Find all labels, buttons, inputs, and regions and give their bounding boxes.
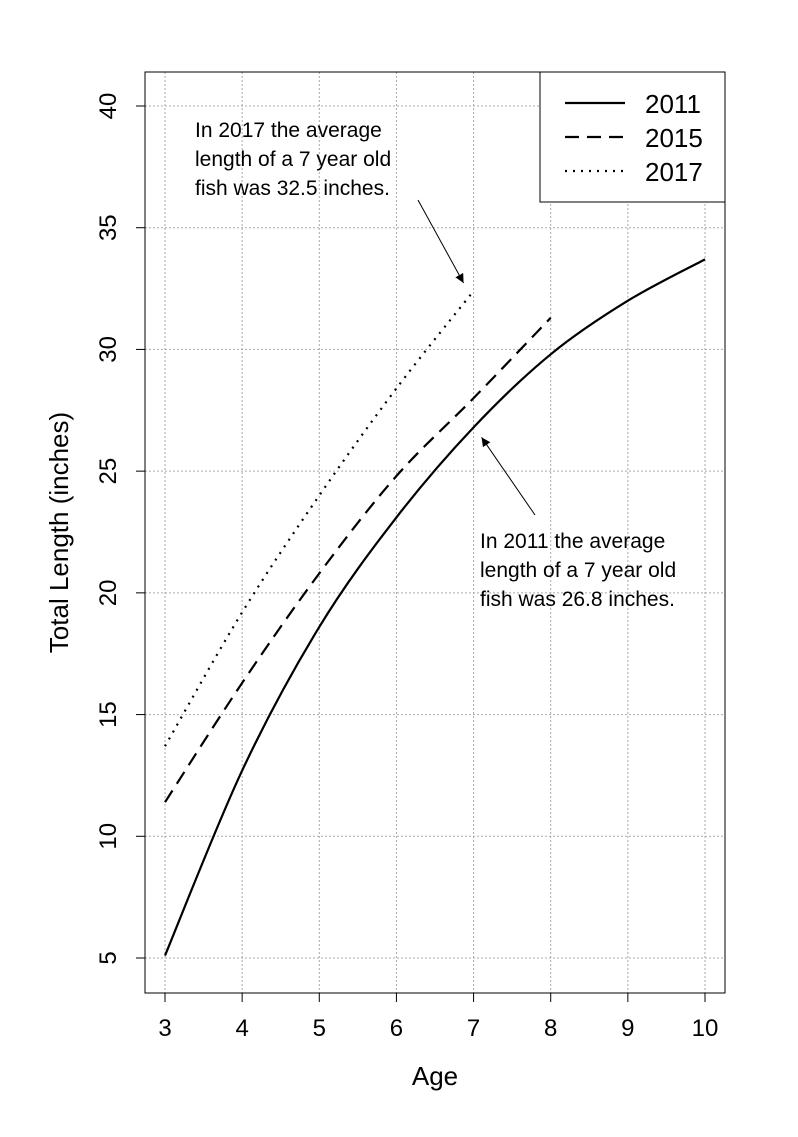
annotation-text: fish was 32.5 inches. bbox=[195, 177, 390, 200]
series-line-2015 bbox=[164, 317, 552, 803]
y-tick-label: 35 bbox=[95, 214, 122, 241]
series-line-2017 bbox=[164, 290, 475, 747]
x-tick-label: 5 bbox=[313, 1015, 326, 1042]
y-tick-label: 5 bbox=[95, 951, 122, 964]
x-tick-label: 8 bbox=[544, 1015, 557, 1042]
annotation-text: length of a 7 year old bbox=[480, 559, 676, 582]
x-axis-label: Age bbox=[412, 1061, 458, 1091]
x-tick-label: 4 bbox=[235, 1015, 248, 1042]
y-tick-label: 15 bbox=[95, 701, 122, 728]
y-tick-label: 20 bbox=[95, 580, 122, 607]
annotation-arrow bbox=[417, 199, 465, 284]
x-tick-label: 7 bbox=[467, 1015, 480, 1042]
annotation-arrow bbox=[481, 437, 536, 516]
series-line-2011 bbox=[163, 258, 706, 956]
y-tick-label: 25 bbox=[95, 458, 122, 485]
y-tick-label: 10 bbox=[95, 823, 122, 850]
y-tick-label: 30 bbox=[95, 336, 122, 363]
x-tick-label: 6 bbox=[390, 1015, 403, 1042]
annotation-text: fish was 26.8 inches. bbox=[480, 588, 675, 611]
x-tick-label: 10 bbox=[692, 1015, 719, 1042]
x-tick-label: 9 bbox=[621, 1015, 634, 1042]
x-tick-label: 3 bbox=[158, 1015, 171, 1042]
legend-label: 2017 bbox=[645, 157, 703, 187]
annotation-text: length of a 7 year old bbox=[195, 148, 391, 171]
annotation-text: In 2011 the average bbox=[480, 530, 665, 553]
legend-label: 2015 bbox=[645, 123, 703, 153]
annotation-text: In 2017 the average bbox=[195, 119, 382, 142]
y-axis-label: Total Length (inches) bbox=[44, 412, 74, 653]
legend-label: 2011 bbox=[645, 89, 701, 119]
y-tick-label: 40 bbox=[95, 93, 122, 120]
